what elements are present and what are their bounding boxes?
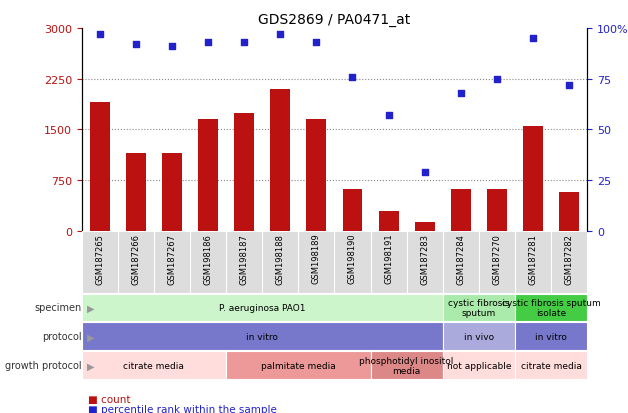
Text: in vitro: in vitro	[246, 332, 278, 341]
Bar	[226, 351, 371, 380]
Text: citrate media: citrate media	[124, 361, 184, 370]
Bar	[90, 103, 110, 231]
Text: GSM187282: GSM187282	[565, 233, 573, 284]
Text: GSM198189: GSM198189	[312, 233, 321, 284]
Text: cystic fibrosis
sputum: cystic fibrosis sputum	[448, 298, 510, 317]
Bar	[82, 351, 226, 380]
Text: protocol: protocol	[42, 332, 82, 342]
Text: ▶: ▶	[87, 332, 95, 342]
Bar	[82, 294, 443, 322]
Bar	[443, 351, 515, 380]
Bar	[306, 120, 327, 231]
Bar	[162, 154, 182, 231]
Text: growth protocol: growth protocol	[5, 361, 82, 370]
Bar	[523, 127, 543, 231]
Point	[492, 76, 502, 83]
Text: GSM187266: GSM187266	[131, 233, 140, 284]
Point	[456, 90, 466, 97]
Title: GDS2869 / PA0471_at: GDS2869 / PA0471_at	[258, 12, 411, 26]
Text: ■ count: ■ count	[88, 394, 131, 404]
Point	[203, 40, 213, 46]
Bar	[515, 323, 587, 351]
Text: GSM198191: GSM198191	[384, 233, 393, 284]
Bar	[443, 323, 515, 351]
Bar	[270, 90, 290, 231]
Text: in vitro: in vitro	[535, 332, 567, 341]
Bar	[371, 351, 443, 380]
Point	[420, 169, 430, 176]
Text: ■ percentile rank within the sample: ■ percentile rank within the sample	[88, 404, 277, 413]
Text: ▶: ▶	[87, 361, 95, 370]
Point	[528, 36, 538, 42]
Bar	[379, 211, 399, 231]
Bar	[451, 190, 471, 231]
Point	[167, 44, 177, 50]
Point	[564, 82, 574, 89]
Bar	[487, 190, 507, 231]
Bar	[515, 351, 587, 380]
Text: specimen: specimen	[35, 303, 82, 313]
Bar	[414, 223, 435, 231]
Point	[131, 42, 141, 48]
Text: P. aeruginosa PAO1: P. aeruginosa PAO1	[219, 303, 305, 312]
Text: GSM187283: GSM187283	[420, 233, 429, 284]
Text: GSM187281: GSM187281	[529, 233, 538, 284]
Bar	[126, 154, 146, 231]
Point	[384, 113, 394, 119]
Bar	[515, 294, 587, 322]
Point	[239, 40, 249, 46]
Text: GSM187270: GSM187270	[492, 233, 501, 284]
Bar	[559, 192, 579, 231]
Text: in vivo: in vivo	[464, 332, 494, 341]
Text: GSM187267: GSM187267	[168, 233, 176, 284]
Text: not applicable: not applicable	[447, 361, 511, 370]
Text: GSM198190: GSM198190	[348, 233, 357, 284]
Text: GSM198187: GSM198187	[240, 233, 249, 284]
Text: phosphotidyl inositol
media: phosphotidyl inositol media	[359, 356, 454, 375]
Bar	[198, 120, 218, 231]
Text: palmitate media: palmitate media	[261, 361, 336, 370]
Text: GSM187265: GSM187265	[95, 233, 104, 284]
Text: cystic fibrosis sputum
isolate: cystic fibrosis sputum isolate	[502, 298, 600, 317]
Text: ▶: ▶	[87, 303, 95, 313]
Bar	[234, 113, 254, 231]
Text: citrate media: citrate media	[521, 361, 582, 370]
Point	[347, 74, 357, 81]
Text: GSM187284: GSM187284	[457, 233, 465, 284]
Point	[311, 40, 322, 46]
Text: GSM198186: GSM198186	[203, 233, 212, 284]
Bar	[82, 323, 443, 351]
Bar	[342, 190, 362, 231]
Text: GSM198188: GSM198188	[276, 233, 284, 284]
Point	[275, 32, 285, 38]
Bar	[443, 294, 515, 322]
Point	[95, 32, 105, 38]
